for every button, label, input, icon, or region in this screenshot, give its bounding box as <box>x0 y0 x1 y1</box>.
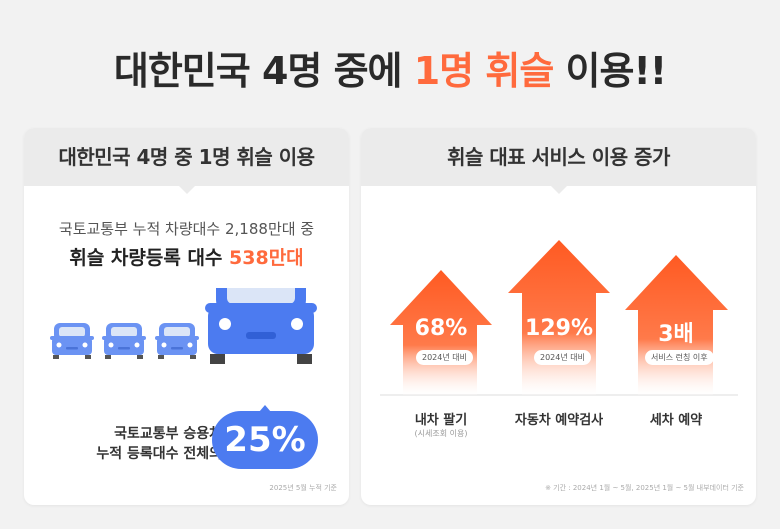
header-text: 대한민국 4명 중 <box>58 145 199 169</box>
growth-arrows <box>380 240 738 396</box>
share-percent-bubble: 25% <box>212 405 318 469</box>
value-inspection: 129% <box>525 316 593 341</box>
registered-count: 538만대 <box>229 247 304 269</box>
small-car-icon <box>50 323 94 359</box>
label-inspection: 자동차 예약검사 <box>514 413 604 428</box>
total-vehicles-text: 국토교통부 누적 차량대수 2,188만대 중 <box>58 220 315 238</box>
value-sell-car: 68% <box>414 316 468 341</box>
caption-line2: 누적 등록대수 전체의 <box>96 446 222 462</box>
value-carwash: 3배 <box>658 322 694 347</box>
period-note: ※ 기간 : 2024년 1월 ~ 5월, 2025년 1월 ~ 5월 내부데이… <box>545 484 744 492</box>
registered-vehicles-text: 휘슬 차량등록 대수 538만대 <box>24 243 349 270</box>
badge: 2024년 대비 <box>416 350 473 365</box>
registration-card: 대한민국 4명 중 1명 휘슬 이용 국토교통부 누적 차량대수 2,188만대… <box>24 128 349 505</box>
caption-line1: 국토교통부 승용차 <box>114 426 222 442</box>
large-car-icon <box>205 288 317 364</box>
badge: 서비스 런칭 이후 <box>645 350 714 365</box>
label-carwash: 세차 예약 <box>649 413 703 428</box>
header-text-end: 휘슬 이용 <box>230 145 315 169</box>
label-subtext: (시세조회 이용) <box>414 429 468 438</box>
label-sell-car: 내차 팔기 (시세조회 이용) <box>381 409 501 439</box>
title-part1: 대한민국 4명 중에 <box>113 49 414 93</box>
registered-label: 휘슬 차량등록 대수 <box>69 247 230 269</box>
card-header: 대한민국 4명 중 1명 휘슬 이용 <box>24 128 349 194</box>
label-text: 내차 팔기 <box>414 413 468 428</box>
card-header: 휘슬 대표 서비스 이용 증가 <box>361 128 756 194</box>
header-bold: 1명 <box>198 145 231 169</box>
cars-illustration <box>50 288 317 364</box>
title-part2: 이용!! <box>553 49 668 93</box>
title-highlight: 1명 휘슬 <box>413 49 555 93</box>
page-title: 대한민국 4명 중에 1명 휘슬 이용!! <box>0 40 780 95</box>
small-car-icon <box>155 323 199 359</box>
badge: 2024년 대비 <box>534 350 591 365</box>
small-car-icon <box>102 323 146 359</box>
source-note: 2025년 5월 누적 기준 <box>269 484 337 492</box>
service-growth-card: 휘슬 대표 서비스 이용 증가 68% 129% 3배 2024년 대비 202… <box>361 128 756 505</box>
